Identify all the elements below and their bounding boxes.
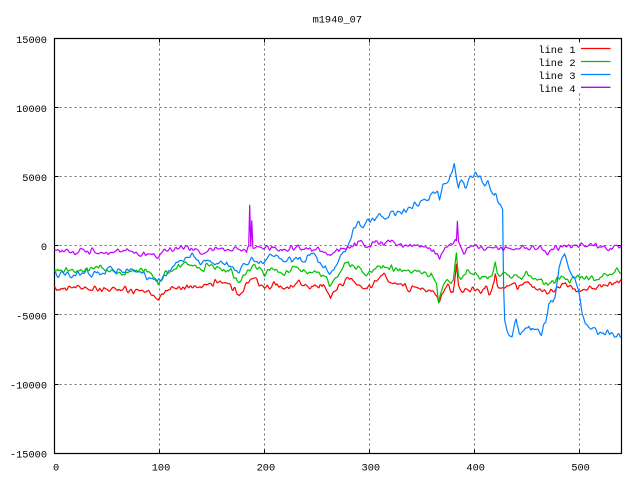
svg-text:line 4: line 4 bbox=[538, 84, 575, 96]
svg-text:line 2: line 2 bbox=[538, 58, 575, 70]
svg-text:-10000: -10000 bbox=[10, 381, 47, 393]
svg-text:200: 200 bbox=[257, 463, 276, 475]
svg-text:400: 400 bbox=[466, 463, 485, 475]
svg-text:5000: 5000 bbox=[22, 173, 47, 185]
svg-text:0: 0 bbox=[41, 242, 47, 254]
svg-text:-5000: -5000 bbox=[16, 311, 47, 323]
svg-text:-15000: -15000 bbox=[10, 450, 47, 462]
svg-text:line 3: line 3 bbox=[538, 71, 575, 83]
svg-text:15000: 15000 bbox=[16, 35, 47, 47]
svg-text:500: 500 bbox=[571, 463, 590, 475]
svg-text:0: 0 bbox=[53, 463, 59, 475]
svg-text:300: 300 bbox=[362, 463, 381, 475]
svg-text:100: 100 bbox=[152, 463, 171, 475]
svg-text:m1940_07: m1940_07 bbox=[313, 15, 362, 27]
svg-text:line 1: line 1 bbox=[538, 45, 575, 57]
svg-text:10000: 10000 bbox=[16, 104, 47, 116]
